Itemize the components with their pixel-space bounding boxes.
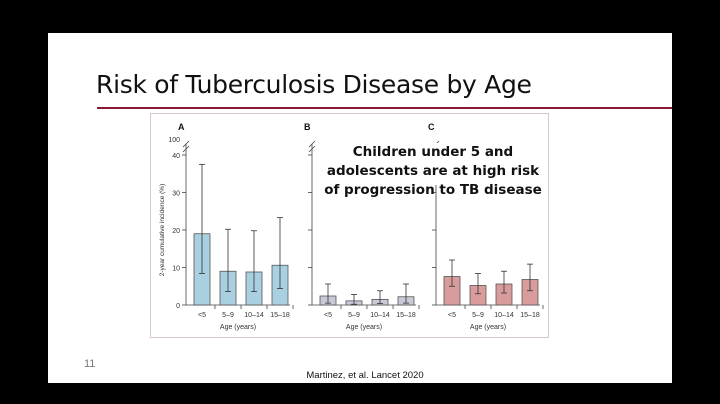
callout-text: Children under 5 and adolescents are at …	[320, 143, 546, 198]
x-tick-label: <5	[198, 312, 206, 319]
y-tick-label: 40	[172, 153, 180, 160]
x-tick-label: 5–9	[472, 312, 484, 319]
x-tick-label: 10–14	[370, 312, 390, 319]
x-tick-label: 15–18	[396, 312, 416, 319]
y-tick-label-break: 100	[168, 137, 180, 144]
x-tick-label: <5	[448, 312, 456, 319]
axis-break-mark-a	[182, 140, 190, 148]
y-axis-label: 2-year cumulative incidence (%)	[159, 184, 166, 276]
x-tick-label: 5–9	[222, 312, 234, 319]
callout-line-2: of progression to TB disease	[324, 182, 542, 198]
x-tick-label: 10–14	[244, 312, 264, 319]
page-number: 11	[84, 358, 96, 370]
x-tick-label: 5–9	[348, 312, 360, 319]
x-tick-label: <5	[324, 312, 332, 319]
y-tick-label: 30	[172, 191, 180, 198]
x-tick-label: 15–18	[270, 312, 290, 319]
axis-break-mark-a	[182, 145, 190, 153]
x-axis-label-b: Age (years)	[346, 324, 382, 331]
axis-break-mark-b	[308, 140, 316, 148]
y-tick-label: 20	[172, 228, 180, 235]
title-divider	[97, 107, 672, 109]
panel-label-a: A	[178, 122, 185, 132]
x-tick-label: 15–18	[520, 312, 540, 319]
axis-break-mark-b	[308, 145, 316, 153]
bar-charts: A 0 10 20 30 40 100 2-year cumulative incidence…	[159, 122, 544, 331]
y-tick-label: 10	[172, 266, 180, 273]
panel-label-b: B	[304, 122, 311, 132]
y-tick-label: 0	[176, 303, 180, 310]
x-axis-label-a: Age (years)	[220, 324, 256, 331]
x-tick-label: 10–14	[494, 312, 514, 319]
citation: Martinez, et al. Lancet 2020	[306, 370, 424, 381]
panel-label-c: C	[428, 122, 435, 132]
x-axis-label-c: Age (years)	[470, 324, 506, 331]
callout-line-1: Children under 5 and adolescents are at …	[326, 144, 540, 179]
slide-title: Risk of Tuberculosis Disease by Age	[96, 70, 532, 99]
